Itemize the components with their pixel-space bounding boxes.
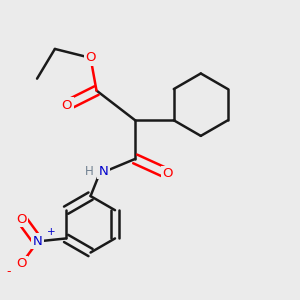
Text: O: O xyxy=(163,167,173,180)
Text: N: N xyxy=(33,235,43,248)
Text: O: O xyxy=(16,213,27,226)
Text: O: O xyxy=(16,257,27,270)
Text: O: O xyxy=(61,99,72,112)
Text: N: N xyxy=(99,165,109,178)
Text: -: - xyxy=(7,265,11,278)
Text: O: O xyxy=(85,51,96,64)
Text: H: H xyxy=(85,165,93,178)
Text: +: + xyxy=(47,227,56,237)
